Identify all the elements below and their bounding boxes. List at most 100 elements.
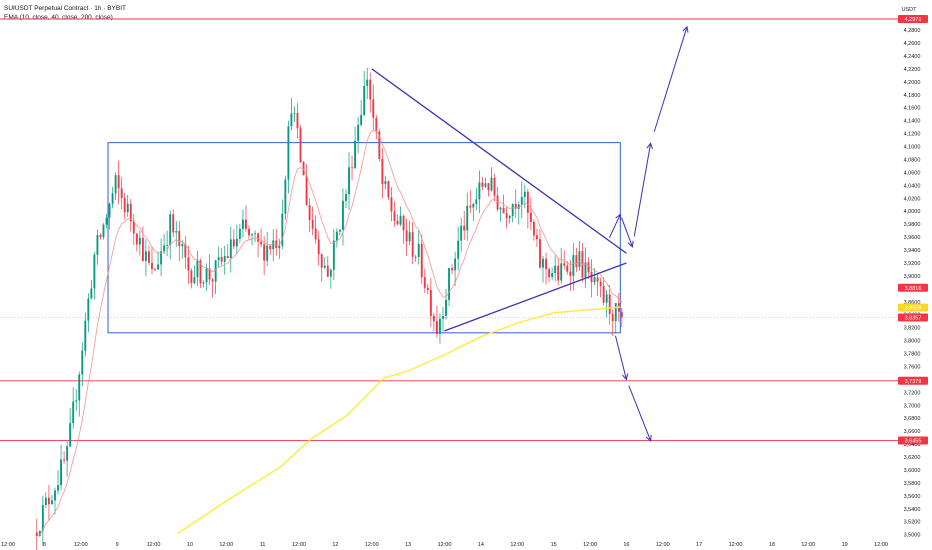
candle-body [311,219,314,229]
candle-body [463,225,466,231]
price-tick-label: 3,8000 [904,339,921,345]
arrow-head [615,213,621,221]
candle-body [457,240,460,259]
price-badge-label: 4,2971 [905,17,922,23]
projection-arrow-segment [628,385,652,442]
candle-body [290,113,293,127]
price-tick-label: 3,9400 [904,248,921,254]
candle-body [96,234,99,255]
candle-body [435,321,438,334]
price-badge-label: 3,8816 [905,286,922,292]
candle-body [445,299,447,316]
candle-body [532,221,535,236]
candle-body [120,188,123,198]
time-tick-label: 12:00 [729,542,743,548]
time-tick-label: 12:00 [147,542,161,548]
candle-body [178,230,181,247]
candle-body [620,311,623,318]
candle-body [551,273,554,277]
candle-body [284,179,287,214]
candle-body [523,191,526,197]
candle-body [390,197,393,212]
candle-body [596,277,599,282]
price-tick-label: 3,6800 [904,416,921,422]
time-tick-label: 12:00 [438,542,452,548]
candle-body [175,230,178,233]
candle-body [172,214,175,233]
projection-arrow-segment [608,214,621,238]
drawings-layer [371,25,689,442]
candle-body [490,177,493,191]
candle-body [260,241,263,245]
candle-body [569,271,572,276]
candle-body [166,245,169,246]
ema-layer [36,129,623,537]
candle-body [72,401,75,424]
price-tick-label: 4,2800 [904,28,921,34]
candle-body [323,265,326,268]
candle-body [154,269,156,270]
price-tick-label: 4,1000 [904,145,921,151]
time-tick-label: 15 [551,542,557,548]
candle-body [372,99,375,118]
price-tick-label: 4,0000 [904,209,921,215]
candle-body [557,265,560,281]
range-box[interactable] [107,142,621,334]
candle-body [363,85,366,115]
candle-body [314,228,317,240]
candle-body [399,215,402,225]
candle-body [496,195,499,210]
candle-body [484,183,487,187]
price-tick-label: 3,9000 [904,274,921,280]
price-axis: USDT 4,2800 4,2600 4,2400 4,2200 4,2000 4,1800… [898,7,928,539]
price-tick-label: 3,8200 [904,326,921,332]
candle-body [75,400,78,402]
candle-body [135,233,138,245]
axis-currency-label: USDT [902,7,918,13]
candle-body [381,158,384,185]
candle-body [542,258,544,268]
time-tick-label: 12:00 [74,542,88,548]
trendline[interactable] [444,262,627,332]
candle-body [251,234,253,236]
time-tick-label: 12:00 [583,542,597,548]
candle-body [393,211,396,221]
candle-body [366,79,369,86]
candle-body [448,268,450,300]
price-badge-label: 3,7379 [905,379,922,385]
price-tick-label: 3,7200 [904,390,921,396]
candle-body [520,196,523,205]
price-tick-label: 3,6000 [904,468,921,474]
candle-body [517,204,520,209]
candle-body [560,263,563,281]
price-tick-label: 3,5800 [904,481,921,487]
candle-body [487,183,490,191]
candle-body [320,254,323,268]
candle-body [293,112,296,114]
time-tick-label: 12:00 [656,542,670,548]
candle-body [602,286,605,303]
candle-body [84,320,87,351]
candle-body [614,303,617,322]
candle-body [345,194,347,201]
candle-body [35,532,38,536]
candle-body [575,255,578,268]
candle-body [357,124,360,141]
trendline[interactable] [371,68,627,254]
candle-body [536,235,538,240]
candle-body [144,251,147,261]
candle-body [281,213,284,246]
candle-body [151,262,153,270]
candle-body [396,220,399,225]
candles-layer [35,67,623,550]
candle-body [611,313,614,322]
price-badge-label: 3,6455 [905,439,922,445]
candle-body [451,268,454,271]
candle-body [60,459,62,486]
price-tick-label: 4,2400 [904,54,921,60]
candle-body [220,257,223,262]
candle-body [411,232,414,257]
candle-body [54,490,56,501]
